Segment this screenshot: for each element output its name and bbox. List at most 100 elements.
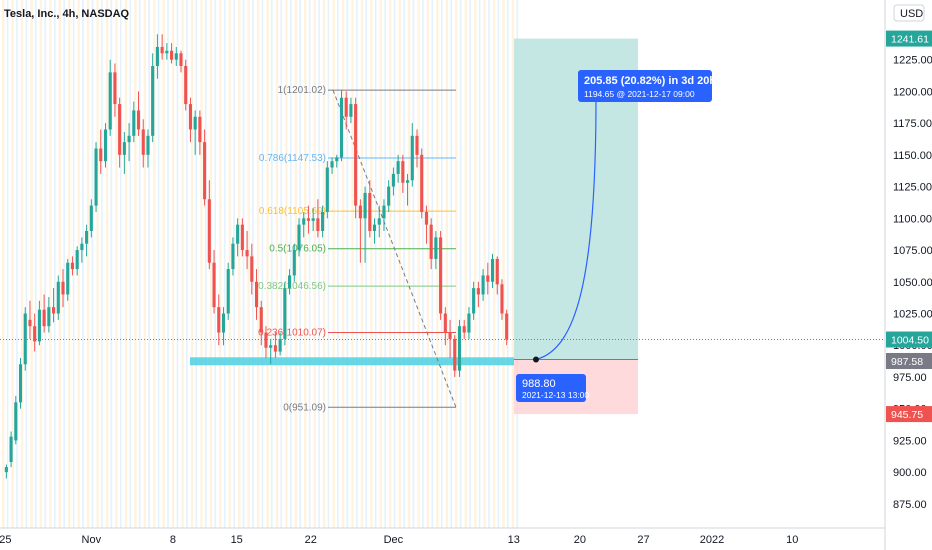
currency-button[interactable]: USD: [893, 4, 925, 22]
candle-body: [141, 129, 145, 155]
premarket-band: [96, 0, 99, 528]
candle-body: [28, 319, 32, 327]
candle-body: [188, 104, 192, 130]
candle-body: [118, 104, 122, 155]
currency-button-frame[interactable]: [893, 4, 925, 22]
premarket-band: [247, 0, 250, 528]
price-tag-box: [886, 331, 932, 348]
candle-body: [18, 364, 23, 403]
candle-body: [382, 205, 386, 219]
candle-body: [37, 309, 41, 342]
candle-body: [203, 142, 207, 200]
afterhours-band: [412, 0, 415, 528]
premarket-band: [153, 0, 156, 528]
candle-body: [99, 148, 103, 162]
candle-body: [85, 231, 89, 244]
premarket-band: [58, 0, 62, 528]
afterhours-band: [431, 0, 434, 528]
afterhours-band: [393, 0, 396, 528]
premarket-band: [474, 0, 477, 528]
afterhours-band: [356, 0, 358, 528]
candle-body: [490, 258, 495, 282]
premarket-band: [294, 0, 298, 528]
candle-body: [453, 338, 457, 371]
currency-button-label[interactable]: USD: [900, 8, 923, 20]
time-tick-label: 13: [508, 534, 520, 546]
afterhours-band: [101, 0, 103, 528]
premarket-band: [266, 0, 269, 528]
afterhours-band: [318, 0, 320, 528]
premarket-band: [219, 0, 222, 528]
candle-body: [292, 250, 296, 276]
candle-body: [61, 281, 65, 295]
candle-body: [429, 224, 433, 259]
afterhours-band: [53, 0, 56, 528]
premarket-band: [11, 0, 14, 528]
premarket-band: [492, 0, 496, 528]
time-tick-label: 8: [170, 534, 176, 546]
candle-body: [155, 46, 159, 66]
premarket-band: [322, 0, 326, 528]
premarket-band: [115, 0, 118, 528]
support-zone-rect[interactable]: [190, 357, 514, 366]
afterhours-band: [261, 0, 264, 528]
price-tag-box: [886, 406, 932, 423]
time-tick-label: 2022: [700, 534, 724, 546]
projection-start-time: 2021-12-13 13:00: [522, 390, 589, 400]
candle-body: [448, 332, 452, 339]
candle-body: [23, 313, 27, 365]
support-zone[interactable]: [190, 357, 514, 366]
price-tick-label: 1100.00: [893, 213, 932, 225]
premarket-band: [389, 0, 392, 528]
candle-body: [231, 243, 235, 270]
afterhours-band: [82, 0, 84, 528]
candle-body: [424, 211, 428, 225]
afterhours-band: [195, 0, 198, 528]
afterhours-band: [459, 0, 462, 528]
price-axis-panel[interactable]: [885, 0, 932, 528]
afterhours-band: [138, 0, 141, 528]
time-tick-label: 20: [574, 534, 586, 546]
afterhours-band: [25, 0, 28, 528]
price-tick-label: 975.00: [893, 372, 927, 384]
candle-body: [240, 224, 244, 251]
price-tick-label: 1200.00: [893, 86, 932, 98]
projection-curve[interactable]: [535, 98, 597, 361]
candle-body: [89, 205, 93, 231]
candle-body: [94, 148, 98, 206]
fib-trend-line: [332, 89, 457, 408]
afterhours-band: [148, 0, 150, 528]
afterhours-band: [478, 0, 481, 528]
candle-body: [212, 262, 216, 308]
afterhours-band: [120, 0, 122, 528]
price-tag-box: [886, 352, 932, 369]
afterhours-band: [167, 0, 169, 528]
premarket-band: [256, 0, 260, 528]
candle-body: [70, 262, 74, 270]
projection-end-label-box: [578, 70, 712, 102]
candle-body: [495, 258, 499, 285]
candle-body: [344, 97, 348, 117]
candle-body: [434, 237, 438, 259]
premarket-band: [360, 0, 364, 528]
candle-body: [420, 154, 424, 212]
premarket-band: [20, 0, 24, 528]
afterhours-band: [186, 0, 188, 528]
premarket-band: [285, 0, 288, 528]
price-tick-label: 1025.00: [893, 309, 932, 321]
candle-body: [467, 313, 471, 333]
premarket-band: [351, 0, 354, 528]
candle-body: [486, 275, 490, 282]
candle-body: [170, 50, 174, 60]
afterhours-band: [488, 0, 490, 528]
candle-body: [500, 284, 504, 314]
projection-end-target: 1194.65 @ 2021-12-17 09:00: [584, 89, 695, 99]
candle-body: [462, 326, 466, 333]
projection-start-point[interactable]: [533, 356, 539, 363]
price-tick-label: 1150.00: [893, 150, 932, 162]
time-tick-label: 10: [786, 534, 798, 546]
fib-level-label: 0.236(1010.07): [258, 327, 326, 338]
time-tick-label: 22: [305, 534, 317, 546]
candle-body: [288, 275, 292, 289]
